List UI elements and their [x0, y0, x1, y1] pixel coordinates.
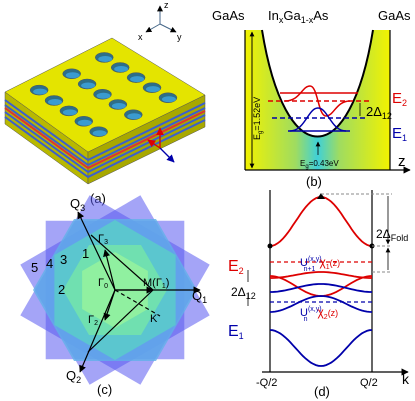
- gap-label: Eg=0.43eV: [300, 159, 339, 170]
- hole-floor: [127, 113, 142, 120]
- arrow: [159, 147, 175, 163]
- brillouin-zones: [20, 195, 210, 385]
- hole-floor: [98, 55, 113, 62]
- wavefunction: [284, 85, 351, 117]
- gap-label: 2ΔFold: [376, 227, 408, 243]
- arrow: [147, 139, 161, 149]
- hole-floor: [130, 76, 145, 83]
- tick-label: -Q/2: [256, 377, 277, 389]
- band: [269, 196, 373, 247]
- axis-label: k: [402, 371, 410, 387]
- tick-label: Q/2: [360, 377, 378, 389]
- wavefunction: [289, 107, 347, 132]
- panel-b: GaAs GaAs InxGa1-xAs E2 E1 2Δ12 Eg=1.52e…: [212, 8, 411, 189]
- hole-floor: [146, 86, 161, 93]
- hole-floor: [33, 88, 48, 95]
- edge: [103, 249, 116, 291]
- axis-label: z: [398, 153, 406, 170]
- edge: [79, 289, 116, 373]
- edge: [103, 289, 116, 321]
- hole-floor: [62, 109, 77, 116]
- hole-floor: [65, 72, 80, 79]
- zone-label: 1: [82, 246, 89, 261]
- panel-label: (c): [97, 382, 112, 397]
- level-label: E1: [228, 323, 244, 341]
- material: GaAs: [378, 8, 411, 23]
- hole-floor: [77, 119, 92, 126]
- point-label: Γ0: [98, 277, 108, 290]
- material: GaAs: [212, 8, 245, 23]
- layer: [4, 99, 206, 162]
- panel-label: (b): [306, 174, 322, 189]
- axis-x: [145, 23, 161, 33]
- band: [270, 283, 372, 293]
- gap-label: 2Δ12: [231, 285, 256, 301]
- edge: [90, 234, 154, 291]
- panel-a: z x y (a): [4, 0, 206, 206]
- point-label: K: [150, 313, 158, 325]
- hole-floor: [114, 66, 129, 73]
- zone-label: 5: [31, 260, 38, 275]
- zone-label: 4: [46, 256, 53, 271]
- well-interior: [262, 30, 373, 137]
- hole-floor: [48, 99, 63, 106]
- axis-y: [159, 23, 177, 33]
- point-label: M(Γ1): [143, 277, 169, 290]
- edge: [77, 211, 116, 291]
- state-label: U(x,y) n+1χ1(z): [300, 255, 340, 273]
- gap-label: Eg=1.52eV: [252, 97, 264, 140]
- level-label: E1: [392, 125, 407, 143]
- zone-label: 3: [60, 252, 67, 267]
- axis-label: y: [177, 32, 182, 42]
- gap-label: 2Δ12: [366, 104, 392, 121]
- layer: [4, 111, 206, 174]
- well-profile: [261, 29, 374, 138]
- band: [270, 271, 372, 279]
- level-label: E2: [228, 258, 244, 276]
- axis-label: x: [138, 32, 143, 42]
- hole-floor: [96, 92, 111, 99]
- state-label: U(x,y) nχ2(z): [300, 305, 338, 323]
- band: [269, 329, 373, 367]
- point-label: Γ3: [98, 233, 108, 246]
- panel-c: Q3 Q1 Q2 Γ3 Γ0 M(Γ1) Γ2 K 5 4 3 2 1 (c): [20, 195, 210, 397]
- point-label: Γ2: [88, 314, 98, 327]
- panel-d: E2 E1 2Δ12 2ΔFold U(x,y) n+1χ1(z) U(x,y) n…: [228, 190, 410, 399]
- hole-floor: [111, 102, 126, 109]
- hole-floor: [161, 96, 176, 103]
- layer: [4, 104, 206, 167]
- hole-floor: [92, 130, 107, 137]
- edge: [114, 289, 161, 317]
- holes: [29, 52, 178, 137]
- band: [269, 295, 373, 313]
- edge: [87, 289, 154, 353]
- material: InxGa1-xAs: [268, 8, 329, 25]
- hole-floor: [81, 82, 96, 89]
- panel-label: (d): [314, 384, 330, 399]
- zone-label: 2: [58, 282, 65, 297]
- vector-label: Q3: [70, 196, 85, 213]
- vector-label: Q1: [192, 288, 207, 305]
- layer: [4, 116, 206, 179]
- layer: [4, 107, 206, 170]
- axis-label: z: [164, 0, 169, 10]
- bands: [269, 196, 373, 367]
- band: [269, 275, 373, 297]
- layers: [4, 99, 206, 179]
- level-label: E2: [392, 90, 407, 108]
- vector-label: Q2: [66, 368, 81, 385]
